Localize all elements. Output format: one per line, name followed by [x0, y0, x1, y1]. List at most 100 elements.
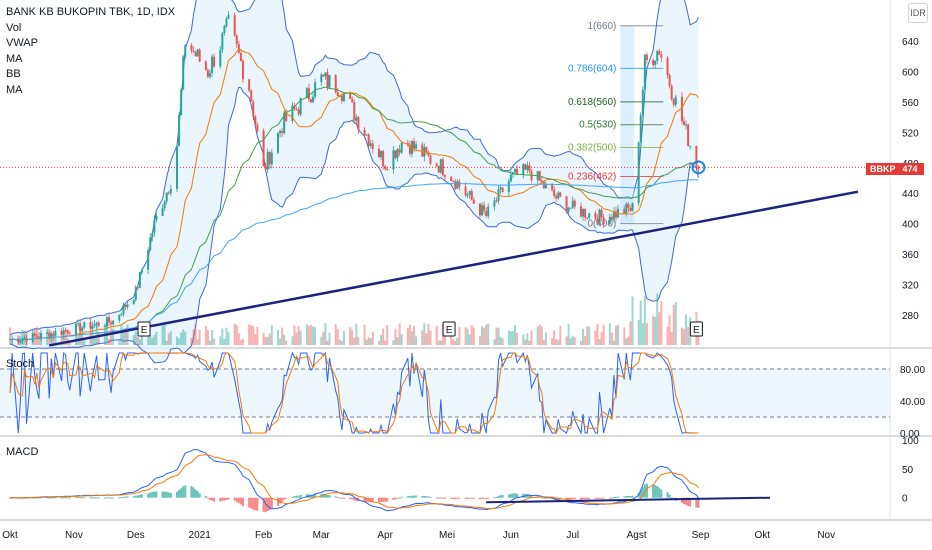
- candle-body: [340, 95, 343, 101]
- candle-body: [295, 109, 298, 111]
- volume-bar: [631, 296, 634, 345]
- macd-histogram-bar: [122, 496, 125, 498]
- macd-histogram-bar: [685, 497, 688, 505]
- candle-body: [167, 192, 170, 194]
- macd-histogram-bar: [452, 497, 455, 499]
- candle-body: [334, 75, 337, 93]
- candle-body: [64, 330, 67, 332]
- macd-histogram-bar: [371, 497, 374, 503]
- volume-bar: [553, 330, 556, 345]
- volume-bar: [9, 327, 12, 345]
- candle-body: [184, 45, 187, 57]
- candle-body: [268, 151, 271, 165]
- candle-body: [140, 269, 143, 273]
- legend-bb[interactable]: BB: [6, 68, 21, 80]
- volume-bar: [658, 312, 661, 345]
- candle-body: [77, 323, 80, 325]
- macd-histogram-bar: [377, 497, 380, 503]
- candle-body: [276, 133, 279, 153]
- macd-histogram-bar: [62, 497, 65, 499]
- macd-histogram-bar: [421, 496, 424, 498]
- macd-histogram-bar: [48, 497, 51, 499]
- x-tick-label: Okt: [755, 530, 771, 541]
- macd-histogram-bar: [134, 495, 137, 498]
- x-tick-label: Feb: [255, 530, 273, 541]
- candle-body: [670, 85, 673, 99]
- candle-body: [320, 74, 323, 83]
- volume-bar: [48, 328, 51, 345]
- candle-body: [553, 189, 556, 196]
- macd-histogram-bar: [81, 497, 84, 499]
- macd-histogram-bar: [149, 492, 152, 498]
- candle-body: [689, 145, 692, 147]
- legend-volume[interactable]: Vol: [6, 21, 22, 34]
- macd-histogram-bar: [511, 493, 514, 498]
- price-flag: 474: [896, 163, 924, 175]
- volume-bar: [602, 324, 605, 345]
- volume-bar: [328, 332, 331, 345]
- legend-ma[interactable]: MA: [6, 52, 23, 65]
- volume-bar: [276, 330, 279, 345]
- fib-level-label: 1(660): [587, 21, 616, 32]
- candle-body: [697, 166, 700, 170]
- macd-histogram-bar: [103, 497, 106, 499]
- volume-bar: [435, 325, 438, 345]
- macd-histogram-bar: [569, 497, 572, 500]
- volume-bar: [497, 327, 500, 345]
- macd-histogram-bar: [110, 497, 113, 499]
- candle-body: [264, 166, 267, 170]
- stoch-title[interactable]: Stoch: [6, 358, 35, 370]
- macd-title[interactable]: MACD: [6, 446, 39, 458]
- volume-bar: [33, 340, 36, 345]
- volume-bar: [410, 331, 413, 345]
- candle-body: [687, 124, 690, 146]
- volume-bar: [380, 334, 383, 345]
- volume-bar: [252, 326, 255, 345]
- volume-bar: [349, 327, 352, 345]
- legend-vwap[interactable]: VWAP: [6, 37, 38, 49]
- x-tick-label: Jun: [503, 530, 519, 541]
- ticker-flag: BBKP: [866, 163, 900, 175]
- currency-badge[interactable]: IDR: [908, 3, 928, 23]
- macd-histogram-bar: [9, 497, 12, 499]
- volume-bar: [579, 340, 582, 345]
- macd-histogram-bar: [573, 497, 576, 500]
- candle-body: [178, 114, 181, 147]
- macd-histogram-bar: [112, 497, 115, 499]
- volume-bar: [353, 337, 356, 345]
- volume-bar: [514, 324, 517, 345]
- candle-body: [324, 72, 327, 77]
- macd-histogram-bar: [656, 486, 659, 498]
- volume-bar: [680, 327, 683, 345]
- volume-bar: [309, 324, 312, 345]
- volume-bar: [227, 332, 230, 345]
- volume-bar: [612, 340, 615, 345]
- volume-bar: [132, 334, 135, 345]
- candle-body: [95, 322, 98, 325]
- candle-body: [136, 287, 139, 289]
- volume-bar: [668, 315, 671, 345]
- volume-bar: [122, 328, 125, 345]
- macd-histogram-bar: [254, 497, 257, 511]
- volume-bar: [643, 295, 646, 345]
- fib-level-label: 0.618(560): [568, 97, 616, 108]
- candle-body: [540, 180, 543, 182]
- symbol-title[interactable]: BANK KB BUKOPIN TBK, 1D, IDX: [6, 6, 176, 18]
- candle-body: [668, 75, 671, 86]
- macd-histogram-bar: [514, 493, 517, 498]
- x-tick-label: Mei: [439, 530, 455, 541]
- legend-ma-2[interactable]: MA: [6, 83, 23, 96]
- fib-level-label: 0.236(462): [568, 171, 616, 182]
- macd-histogram-bar: [429, 497, 432, 499]
- candle-body: [468, 191, 471, 195]
- macd-histogram-bar: [450, 497, 453, 499]
- macd-histogram-bar: [223, 497, 226, 501]
- volume-bar: [134, 331, 137, 345]
- macd-histogram-bar: [314, 494, 317, 498]
- volume-bar: [608, 323, 611, 345]
- macd-histogram-bar: [276, 497, 279, 506]
- macd-histogram-bar: [382, 497, 385, 502]
- macd-histogram-bar: [299, 494, 302, 498]
- vwap-line: [10, 179, 699, 341]
